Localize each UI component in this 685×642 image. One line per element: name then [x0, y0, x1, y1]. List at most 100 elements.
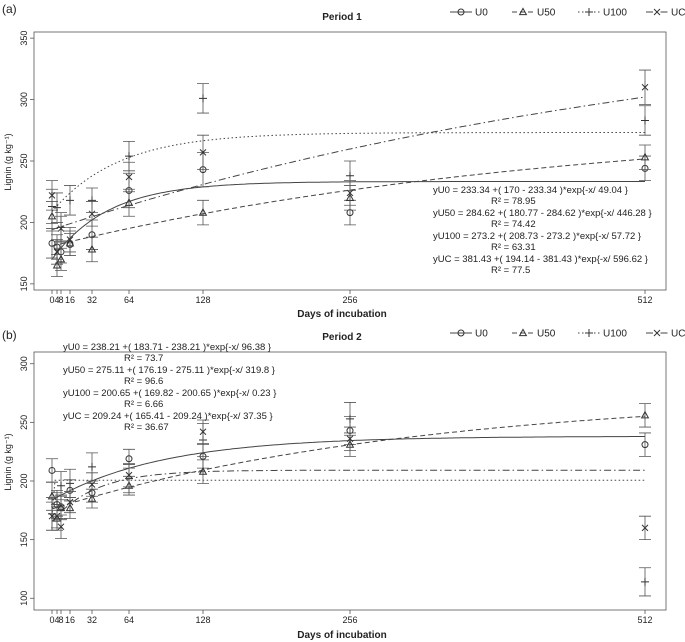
- fit-curve-u100: [51, 132, 645, 213]
- point-u100: [66, 479, 74, 488]
- x-tick-label: 32: [87, 295, 97, 305]
- point-uc: [66, 236, 74, 243]
- error-bar: [197, 199, 209, 226]
- r-squared-text: R² = 63.31: [491, 242, 536, 253]
- panel-a-xlabel: Days of incubation: [297, 309, 386, 320]
- point-uc: [57, 225, 65, 232]
- point-u0: [48, 466, 56, 474]
- x-tick-label: 32: [87, 615, 97, 625]
- error-bar: [86, 236, 98, 263]
- fit-curve-u100: [51, 479, 645, 517]
- point-uc: [641, 83, 649, 91]
- y-tick-label: 350: [19, 31, 29, 46]
- x-tick-label: 512: [637, 295, 652, 305]
- point-u100: [125, 152, 133, 161]
- legend-marker-u50: [518, 7, 528, 16]
- point-u50: [198, 207, 208, 216]
- point-u50: [87, 493, 97, 502]
- point-uc: [199, 428, 207, 436]
- point-u50: [52, 260, 62, 269]
- y-tick-label: 100: [19, 591, 29, 606]
- legend-label: U0: [475, 8, 488, 19]
- point-u50: [640, 410, 650, 419]
- point-uc: [199, 149, 207, 156]
- point-uc: [53, 512, 61, 520]
- point-u100: [346, 414, 354, 423]
- x-tick-label: 128: [195, 295, 210, 305]
- point-u0: [125, 455, 133, 463]
- y-tick-label: 200: [19, 473, 29, 488]
- r-squared-text: R² = 78.95: [491, 196, 536, 207]
- r-squared-text: R² = 36.67: [124, 422, 169, 433]
- panel-a-ylabel: Lignin (g kg⁻¹): [3, 133, 13, 190]
- error-bar: [639, 144, 651, 170]
- fit-curve-uc: [51, 96, 646, 231]
- point-u0: [48, 239, 56, 247]
- error-bar: [639, 403, 651, 428]
- legend-marker-u100: [585, 329, 593, 337]
- fit-curve-u50: [51, 158, 646, 247]
- y-tick-label: 150: [19, 276, 29, 291]
- x-tick-label: 16: [65, 615, 75, 625]
- x-tick-label: 8: [58, 295, 63, 305]
- legend-label: U0: [475, 329, 488, 340]
- point-uc: [48, 512, 56, 520]
- point-u100: [88, 462, 96, 471]
- equation-text: yU50 = 284.62 +( 180.77 - 284.62 )*exp{-…: [433, 208, 652, 219]
- panel-a-title: Period 1: [322, 12, 362, 23]
- legend-label: U50: [537, 8, 556, 19]
- point-u50: [56, 503, 66, 512]
- point-u50: [124, 198, 134, 206]
- error-bar: [197, 459, 209, 484]
- fit-curve-u0: [51, 436, 645, 501]
- legend-marker-u50: [518, 328, 528, 337]
- r-squared-text: R² = 77.5: [491, 265, 530, 276]
- point-u0: [641, 441, 649, 449]
- equation-text: yU100 = 273.2 +( 208.73 - 273.2 )*exp{-x…: [433, 231, 641, 242]
- legend-marker-uc: [653, 329, 661, 337]
- x-tick-label: 0: [49, 295, 54, 305]
- x-tick-label: 128: [195, 615, 210, 625]
- y-tick-label: 150: [19, 532, 29, 547]
- x-tick-label: 16: [65, 295, 75, 305]
- point-u100: [641, 577, 649, 586]
- equation-text: yUC = 381.43 +( 194.14 - 381.43 )*exp{-x…: [433, 254, 648, 265]
- equation-text: yU0 = 238.21 +( 183.71 - 238.21 )*exp{-x…: [63, 342, 271, 353]
- panel-b-xlabel: Days of incubation: [297, 630, 386, 641]
- panel-a-plot: 150 200 250 300 350 0 48 16 32 64 128 256 512 U0 U50 U1…: [19, 7, 685, 305]
- point-u100: [641, 116, 649, 125]
- legend-marker-u0: [457, 329, 465, 337]
- y-tick-label: 300: [19, 92, 29, 107]
- equation-text: yU0 = 233.34 +( 170 - 233.34 )*exp{-x/ 4…: [433, 185, 628, 196]
- x-tick-label: 512: [637, 615, 652, 625]
- equation-text: yU50 = 275.11 +( 176.19 - 275.11 )*exp{-…: [63, 365, 275, 376]
- point-u100: [346, 171, 354, 180]
- point-uc: [48, 192, 56, 199]
- point-uc: [125, 471, 133, 479]
- x-tick-label: 4: [54, 615, 59, 625]
- equation-text: yU100 = 200.65 +( 169.82 - 200.65 )*exp{…: [63, 388, 276, 399]
- point-uc: [53, 248, 61, 256]
- legend-label: UC: [671, 8, 685, 19]
- equation-text: yUC = 209.24 +( 165.41 - 209.24 )*exp{-x…: [63, 411, 273, 422]
- point-u50: [198, 466, 208, 475]
- point-uc: [88, 481, 96, 488]
- point-uc: [88, 210, 96, 218]
- fit-curve-uc: [51, 469, 645, 522]
- error-bar: [639, 432, 651, 457]
- r-squared-text: R² = 6.66: [124, 399, 163, 410]
- point-u100: [66, 196, 74, 205]
- legend-label: U100: [603, 329, 627, 340]
- fit-curve-u0: [51, 181, 645, 260]
- x-tick-label: 4: [54, 295, 59, 305]
- legend-marker-uc: [653, 8, 661, 16]
- point-uc: [346, 435, 354, 443]
- point-u100: [199, 94, 207, 103]
- point-uc: [346, 189, 354, 197]
- legend-label: U100: [603, 8, 627, 19]
- error-bar: [46, 458, 58, 483]
- point-uc: [125, 173, 133, 181]
- r-squared-text: R² = 96.6: [124, 376, 163, 387]
- x-tick-label: 64: [124, 295, 134, 305]
